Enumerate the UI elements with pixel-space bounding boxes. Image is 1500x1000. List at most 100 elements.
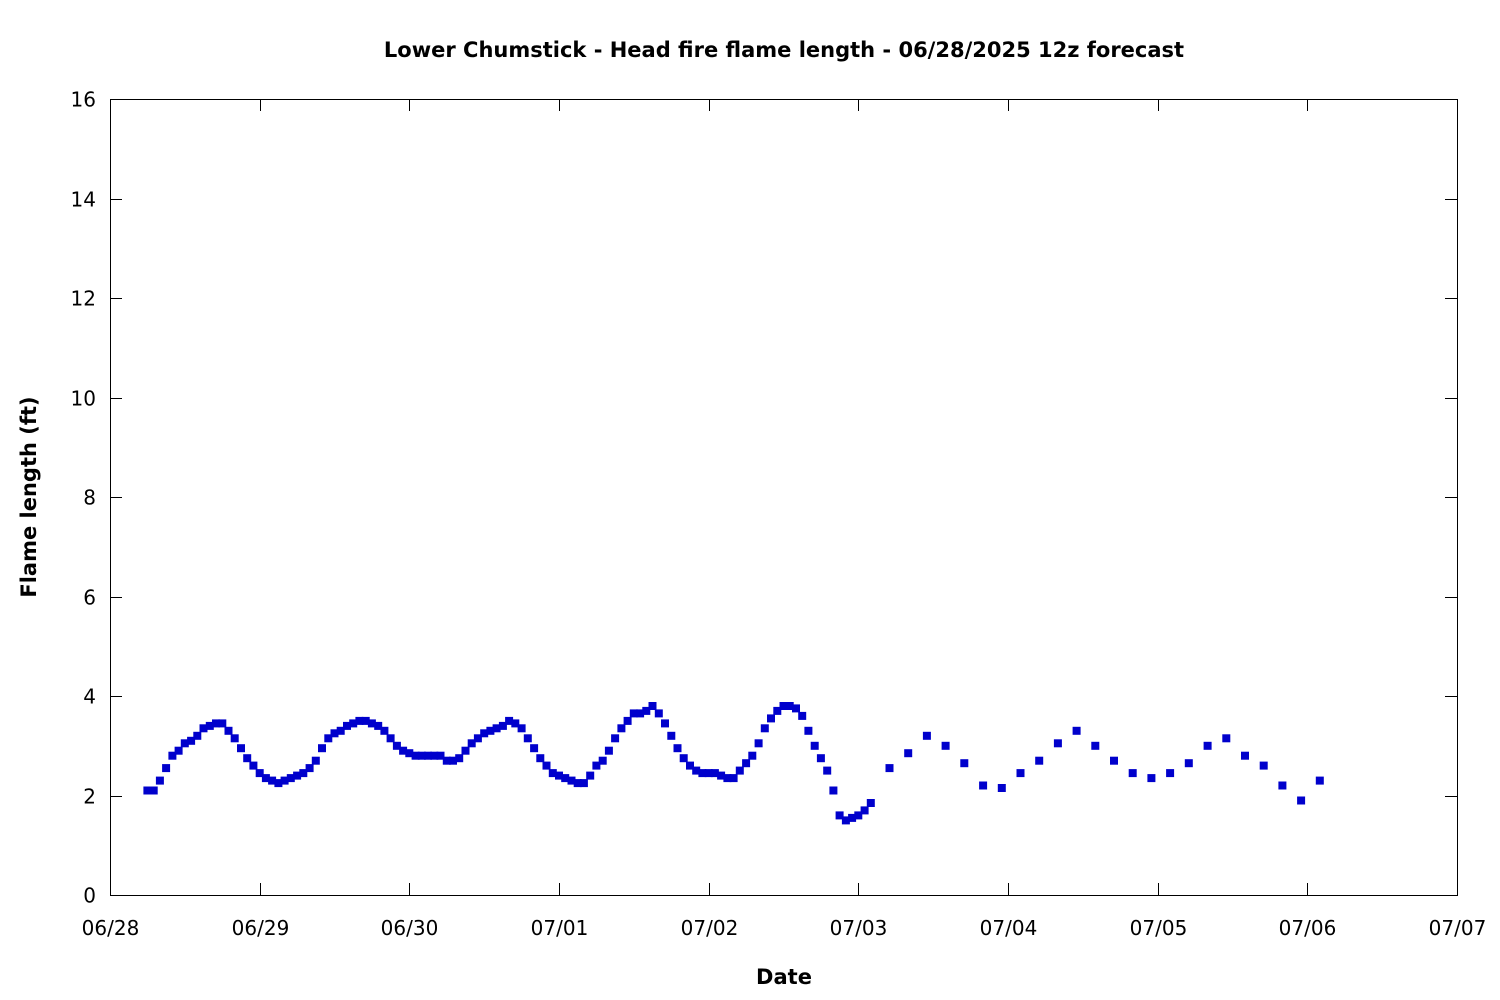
chart-title: Lower Chumstick - Head fire flame length… — [384, 38, 1184, 62]
data-point — [860, 806, 869, 815]
y-tick-label: 2 — [83, 785, 96, 809]
data-point — [218, 719, 227, 728]
data-point — [355, 716, 364, 725]
data-point — [623, 716, 632, 725]
data-point — [829, 786, 838, 795]
data-point — [505, 716, 514, 725]
data-point — [555, 771, 563, 780]
data-point — [243, 754, 252, 763]
data-point — [573, 779, 582, 788]
data-point — [274, 779, 283, 788]
data-point — [1016, 769, 1025, 778]
data-point — [542, 761, 551, 770]
data-point — [654, 709, 663, 718]
y-tick-label: 10 — [71, 387, 96, 411]
data-point — [792, 704, 800, 713]
x-tick-label: 07/01 — [531, 916, 589, 940]
data-point — [785, 702, 794, 710]
data-point — [710, 769, 719, 778]
data-point — [1222, 734, 1231, 743]
data-point — [149, 786, 158, 795]
data-point — [286, 774, 295, 783]
data-point — [498, 721, 507, 730]
data-point — [523, 734, 532, 743]
y-tick-label: 16 — [71, 88, 96, 112]
data-point — [442, 756, 451, 765]
data-point — [717, 771, 726, 780]
data-point — [773, 706, 782, 715]
data-point — [492, 724, 501, 733]
data-point — [997, 784, 1006, 792]
y-tick-label: 12 — [71, 287, 96, 311]
data-point — [767, 714, 775, 723]
data-point — [380, 726, 389, 735]
data-point — [473, 734, 482, 743]
data-point — [742, 759, 751, 768]
data-point — [324, 734, 333, 743]
data-point — [405, 749, 414, 758]
data-point — [255, 769, 264, 778]
data-point — [280, 776, 289, 785]
data-point — [636, 709, 645, 718]
data-point — [386, 734, 395, 743]
data-point — [411, 751, 420, 760]
data-point — [530, 744, 539, 753]
data-point — [430, 751, 439, 760]
data-point — [1147, 774, 1156, 783]
data-point — [1203, 741, 1212, 750]
data-point — [361, 716, 370, 725]
data-point — [841, 816, 850, 825]
y-tick-label: 14 — [71, 188, 96, 212]
plot-frame — [110, 99, 1458, 896]
data-point — [193, 731, 202, 740]
data-point — [960, 759, 969, 768]
x-tick-label: 07/07 — [1429, 916, 1487, 940]
data-point — [904, 749, 913, 758]
data-point — [604, 746, 613, 755]
x-tick-label: 07/03 — [830, 916, 888, 940]
data-point — [1259, 761, 1268, 770]
x-tick-label: 07/04 — [980, 916, 1038, 940]
data-point — [548, 769, 557, 778]
data-point — [1128, 769, 1137, 778]
data-point — [480, 729, 489, 738]
x-tick-label: 07/05 — [1130, 916, 1188, 940]
data-point — [679, 754, 688, 763]
data-point — [561, 774, 570, 783]
data-point — [673, 744, 682, 753]
data-point — [1091, 741, 1100, 750]
data-point — [1053, 739, 1062, 748]
data-point — [804, 726, 813, 735]
x-tick-label: 06/29 — [232, 916, 290, 940]
data-point — [735, 766, 744, 775]
data-point — [367, 719, 376, 728]
x-tick-label: 07/06 — [1279, 916, 1337, 940]
data-point — [661, 719, 669, 728]
data-point — [667, 731, 676, 740]
x-axis-label: Date — [756, 965, 812, 989]
y-tick-label: 4 — [83, 685, 96, 709]
x-tick-label: 06/28 — [82, 916, 140, 940]
data-point — [598, 756, 607, 765]
data-point — [592, 761, 601, 770]
data-point — [293, 771, 302, 780]
data-point — [1184, 759, 1193, 768]
data-point — [729, 774, 738, 783]
data-point — [979, 781, 988, 790]
data-point — [299, 769, 308, 778]
data-point — [143, 786, 152, 795]
data-point — [1035, 756, 1044, 765]
data-point — [249, 761, 258, 770]
data-point — [567, 776, 576, 785]
data-point — [237, 744, 245, 753]
data-point — [343, 721, 351, 730]
y-tick-label: 6 — [83, 586, 96, 610]
data-point — [754, 739, 763, 748]
data-point — [810, 741, 819, 750]
y-axis-ticks: 0 2 4 6 8 10 12 14 16 — [71, 88, 1457, 908]
data-point — [642, 706, 651, 715]
data-point — [1072, 726, 1081, 735]
data-point — [436, 751, 445, 760]
data-point — [692, 766, 701, 775]
y-tick-label: 8 — [83, 486, 96, 510]
